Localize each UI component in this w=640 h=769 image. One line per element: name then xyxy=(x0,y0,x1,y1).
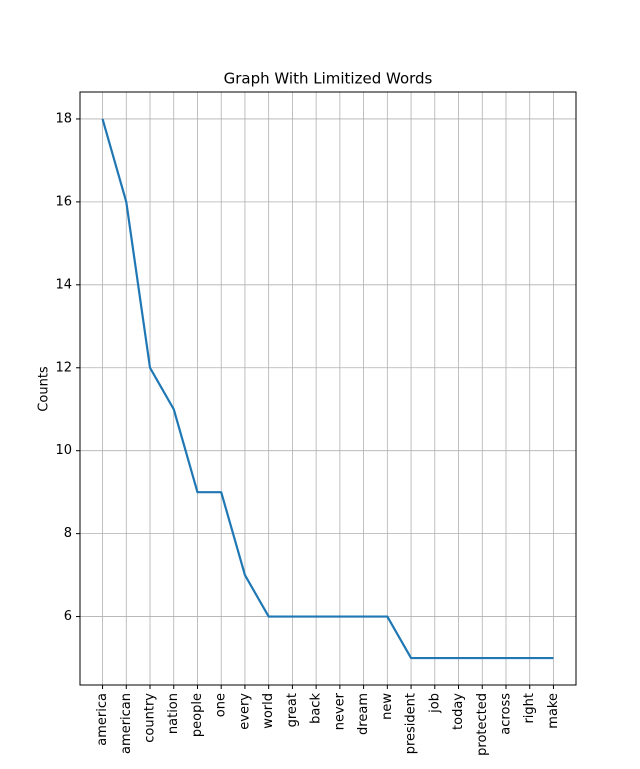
y-tick-label: 10 xyxy=(55,443,72,458)
x-tick-label: great xyxy=(285,693,300,727)
x-tick-label: one xyxy=(214,693,229,717)
x-tick-label: world xyxy=(261,693,276,729)
x-tick-label: new xyxy=(380,693,395,720)
x-tick-label: protected xyxy=(475,693,490,756)
x-tick-label: every xyxy=(237,693,252,730)
x-tick-label: country xyxy=(143,693,158,743)
y-tick-label: 16 xyxy=(55,194,72,209)
x-tick-label: right xyxy=(522,693,537,724)
x-tick-label: nation xyxy=(166,693,181,734)
x-tick-label: back xyxy=(309,693,324,724)
x-tick-label: make xyxy=(546,693,561,729)
x-tick-label: president xyxy=(404,693,419,754)
data-line xyxy=(101,118,554,660)
y-tick-label: 6 xyxy=(64,609,72,624)
chart-title: Graph With Limitized Words xyxy=(224,70,433,88)
x-tick-label: never xyxy=(332,692,347,730)
x-tick-label: american xyxy=(119,693,134,754)
y-axis-label: Counts xyxy=(37,366,52,412)
x-tick-label: job xyxy=(427,693,442,714)
y-tick-label: 8 xyxy=(64,526,72,541)
x-tick-label: people xyxy=(190,693,205,737)
y-tick-label: 14 xyxy=(55,277,72,292)
x-tick-label: across xyxy=(498,693,513,735)
y-tick-label: 12 xyxy=(55,360,72,375)
x-tick-label: america xyxy=(95,693,110,746)
y-tick-label: 18 xyxy=(55,111,72,126)
x-tick-label: today xyxy=(451,693,466,730)
plot-frame xyxy=(79,91,577,686)
x-tick-label: dream xyxy=(356,693,371,735)
